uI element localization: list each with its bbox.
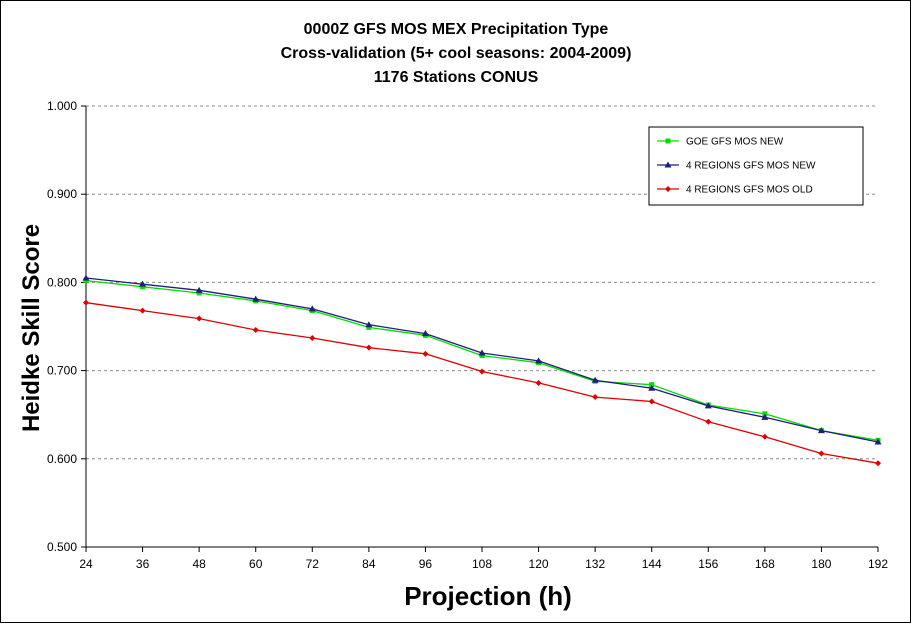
legend-label: 4 REGIONS GFS MOS NEW bbox=[686, 161, 816, 172]
data-point bbox=[139, 307, 146, 314]
x-axis-title: Projection (h) bbox=[404, 581, 572, 611]
data-point bbox=[365, 344, 372, 351]
y-tick-label: 0.800 bbox=[47, 275, 77, 289]
x-tick-label: 24 bbox=[79, 557, 93, 571]
data-point bbox=[762, 411, 768, 417]
y-tick-labels: 0.500 0.600 0.700 0.800 0.900 1.000 bbox=[47, 99, 77, 554]
x-tick-label: 108 bbox=[472, 557, 492, 571]
data-point bbox=[649, 382, 655, 388]
x-tick-label: 180 bbox=[811, 557, 831, 571]
y-tick-label: 0.500 bbox=[47, 540, 77, 554]
legend-item: GOE GFS MOS NEW bbox=[657, 137, 784, 148]
x-tick-label: 192 bbox=[868, 557, 888, 571]
legend-box bbox=[648, 126, 864, 206]
series-line bbox=[85, 277, 879, 443]
data-point bbox=[421, 330, 429, 337]
data-point bbox=[535, 357, 543, 364]
data-point bbox=[83, 299, 89, 306]
y-tick-label: 0.600 bbox=[47, 452, 77, 466]
legend-items: GOE GFS MOS NEW 4 REGIONS GFS MOS NEW 4 RE… bbox=[657, 137, 816, 196]
chart-title-line-3: 1176 Stations CONUS bbox=[374, 69, 539, 86]
x-tick-label: 144 bbox=[642, 557, 662, 571]
x-tick-label: 84 bbox=[362, 557, 376, 571]
data-point bbox=[252, 295, 260, 302]
y-tick-label: 0.700 bbox=[47, 364, 77, 378]
data-point bbox=[83, 278, 89, 284]
legend-label: GOE GFS MOS NEW bbox=[686, 137, 784, 148]
data-point bbox=[196, 315, 203, 322]
x-tick-label: 168 bbox=[755, 557, 775, 571]
x-tick-label: 72 bbox=[306, 557, 320, 571]
data-point bbox=[875, 460, 881, 467]
data-point bbox=[479, 368, 485, 375]
data-point bbox=[817, 427, 825, 434]
series-line bbox=[85, 302, 879, 464]
y-axis-title: Heidke Skill Score bbox=[18, 224, 45, 432]
data-point bbox=[535, 379, 542, 386]
legend: GOE GFS MOS NEW 4 REGIONS GFS MOS NEW 4 RE… bbox=[648, 126, 864, 206]
axes bbox=[81, 105, 879, 552]
series-1 bbox=[83, 278, 881, 443]
data-point bbox=[665, 186, 671, 192]
legend-item: 4 REGIONS GFS MOS OLD bbox=[657, 185, 813, 196]
data-point bbox=[195, 286, 203, 293]
y-tick-label: 0.900 bbox=[47, 187, 77, 201]
data-point bbox=[704, 402, 712, 409]
data-point bbox=[140, 284, 146, 290]
data-point bbox=[308, 305, 316, 312]
x-tick-labels: 24 36 48 60 72 84 96 108 120 132 144 156 168 180 192 bbox=[79, 557, 888, 571]
data-point bbox=[366, 324, 372, 330]
y-tick-label: 1.000 bbox=[47, 99, 77, 113]
chart-title-line-2: Cross-validation (5+ cool seasons: 2004-… bbox=[281, 45, 632, 62]
data-point bbox=[478, 349, 486, 356]
x-tick-label: 48 bbox=[192, 557, 206, 571]
x-tick-label: 96 bbox=[419, 557, 433, 571]
data-point bbox=[705, 418, 712, 425]
legend-label: 4 REGIONS GFS MOS OLD bbox=[686, 185, 813, 196]
data-point bbox=[252, 327, 259, 334]
data-point bbox=[648, 384, 656, 391]
data-point bbox=[874, 438, 882, 445]
x-tick-label: 36 bbox=[136, 557, 150, 571]
x-tick-label: 132 bbox=[585, 557, 605, 571]
series-3 bbox=[83, 299, 881, 467]
data-point bbox=[591, 376, 599, 383]
data-point bbox=[196, 290, 202, 296]
data-point bbox=[139, 280, 147, 287]
data-point bbox=[665, 138, 671, 144]
x-tick-label: 156 bbox=[698, 557, 718, 571]
data-point bbox=[82, 274, 90, 281]
data-point bbox=[648, 398, 655, 405]
legend-item: 4 REGIONS GFS MOS NEW bbox=[657, 161, 816, 172]
data-point bbox=[761, 433, 768, 440]
chart-title-line-1: 0000Z GFS MOS MEX Precipitation Type bbox=[304, 21, 609, 38]
data-point bbox=[309, 334, 316, 341]
data-point bbox=[761, 413, 769, 420]
x-tick-label: 60 bbox=[249, 557, 263, 571]
data-point bbox=[422, 350, 429, 357]
x-tick-label: 120 bbox=[529, 557, 549, 571]
data-point bbox=[365, 321, 373, 328]
data-point bbox=[592, 394, 599, 401]
data-point bbox=[479, 353, 485, 359]
data-point bbox=[664, 161, 672, 168]
data-point bbox=[818, 450, 825, 457]
series-lines bbox=[82, 274, 882, 467]
series-2 bbox=[82, 274, 882, 445]
